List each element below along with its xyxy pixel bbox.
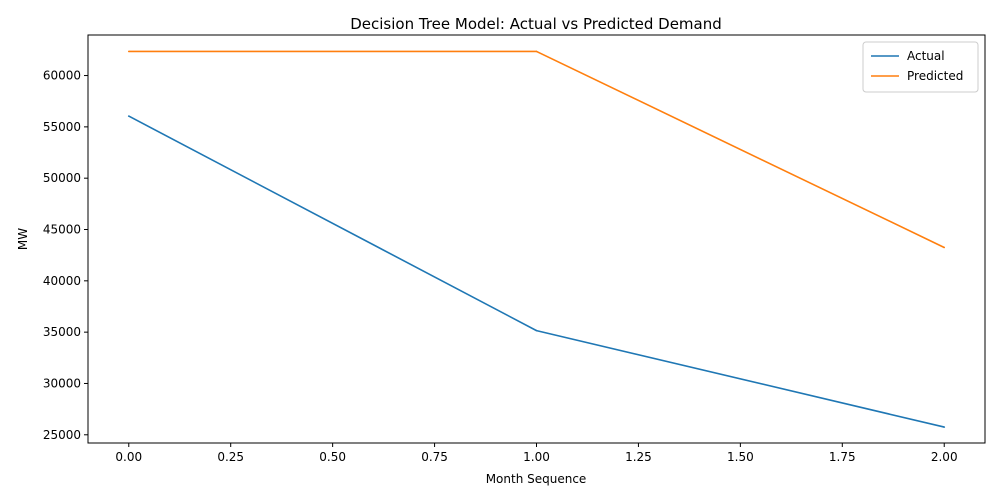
x-tick-label: 1.00	[523, 450, 550, 464]
data-point-actual	[127, 115, 130, 117]
data-point-predicted	[943, 246, 946, 249]
y-tick-label: 55000	[43, 120, 81, 134]
legend: Actual Predicted	[862, 41, 979, 93]
y-tick-label: 30000	[43, 376, 81, 390]
x-axis-title: Month Sequence	[486, 472, 587, 486]
legend-label: Predicted	[907, 69, 963, 83]
x-tick-label: 1.25	[625, 450, 652, 464]
y-tick-label: 25000	[43, 428, 81, 442]
data-point-predicted	[535, 50, 538, 53]
y-tick-label: 60000	[43, 69, 81, 83]
y-axis: 25000 30000 35000 40000 45000 50000 55000 60000	[43, 69, 88, 442]
x-tick-label: 0.00	[115, 450, 142, 464]
data-point-actual	[535, 329, 538, 332]
data-point-actual	[943, 426, 946, 428]
plot-area	[87, 34, 986, 444]
y-tick-label: 40000	[43, 274, 81, 288]
y-tick-label: 50000	[43, 171, 81, 185]
legend-box	[862, 41, 979, 93]
y-tick-label: 45000	[43, 223, 81, 237]
chart-title: Decision Tree Model: Actual vs Predicted…	[350, 15, 722, 33]
x-tick-label: 1.75	[829, 450, 856, 464]
x-axis: 0.00 0.25 0.50 0.75 1.00 1.25 1.50 1.75 2.00	[115, 443, 958, 464]
x-tick-label: 0.50	[319, 450, 346, 464]
data-point-predicted	[127, 50, 130, 53]
series-lines	[127, 50, 946, 428]
x-tick-label: 0.25	[217, 450, 244, 464]
y-axis-title: MW	[16, 228, 30, 250]
legend-label: Actual	[907, 49, 945, 63]
x-tick-label: 2.00	[931, 450, 958, 464]
x-tick-label: 0.75	[421, 450, 448, 464]
y-tick-label: 35000	[43, 325, 81, 339]
x-tick-label: 1.50	[727, 450, 754, 464]
